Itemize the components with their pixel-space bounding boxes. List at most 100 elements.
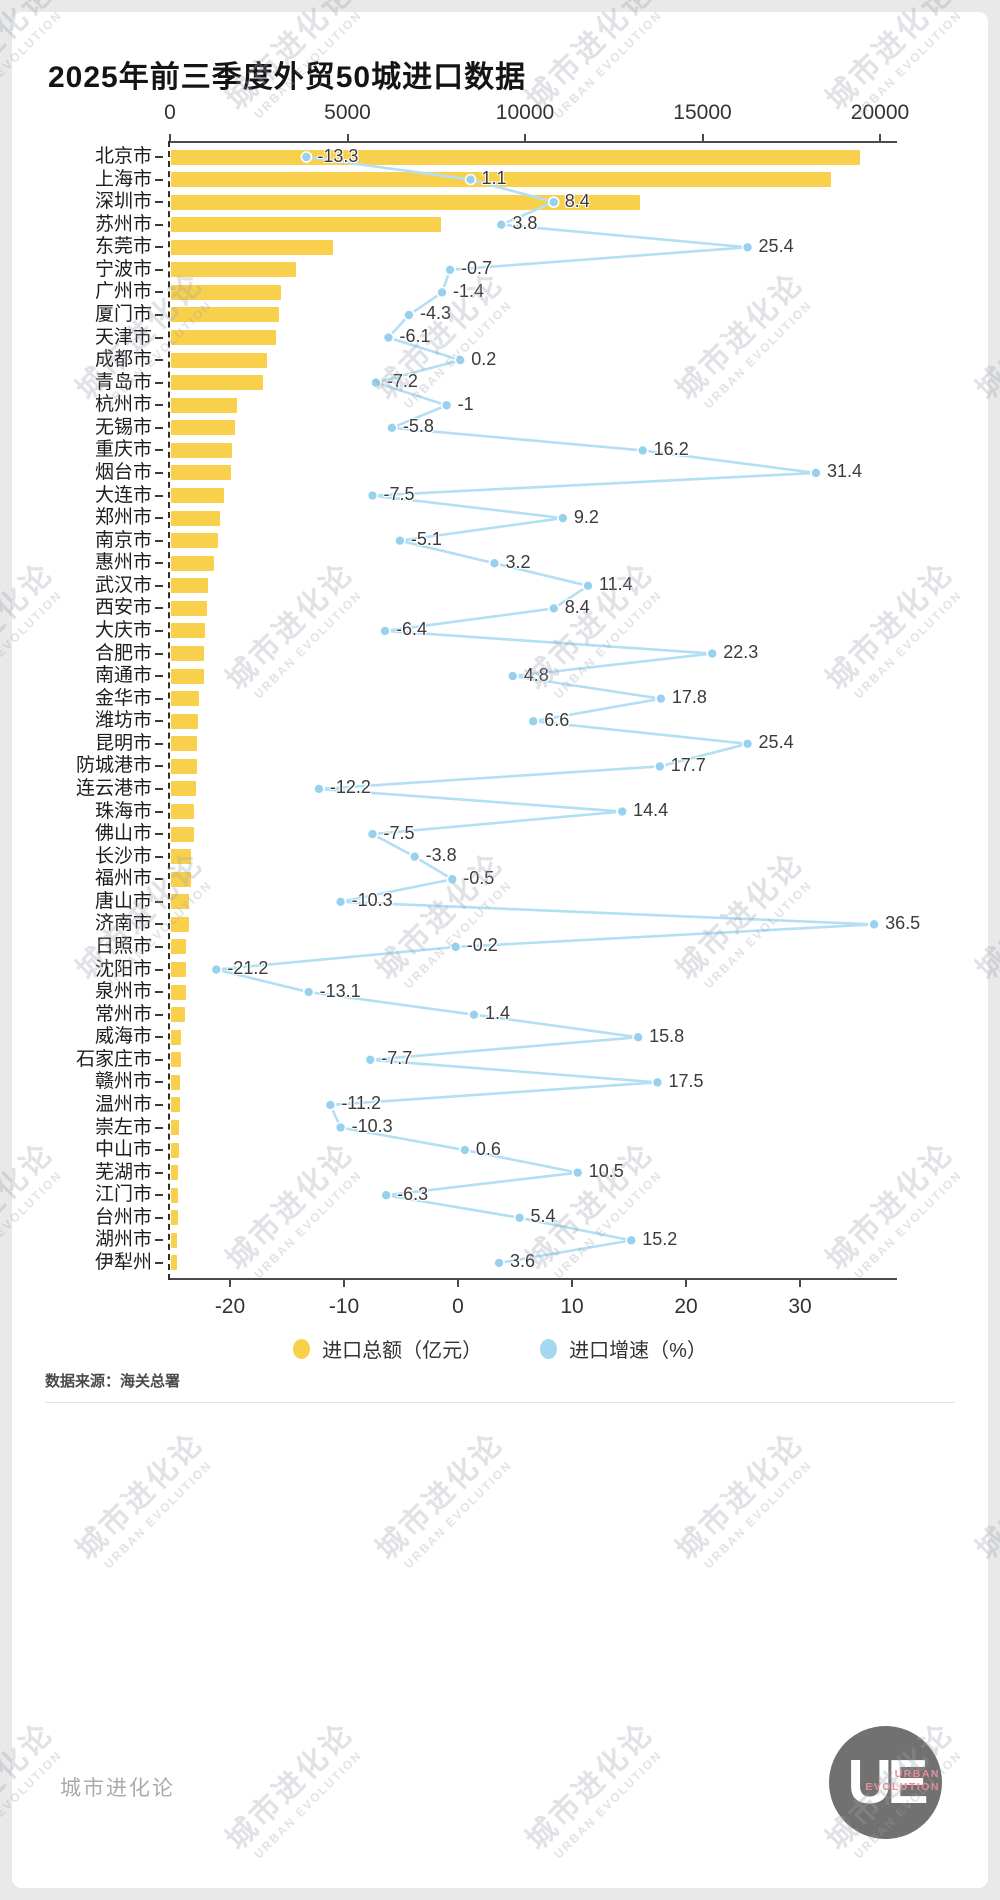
bar-import-total bbox=[171, 442, 233, 458]
urban-evolution-logo: UE URBAN EVOLUTION bbox=[829, 1726, 942, 1839]
growth-point bbox=[868, 918, 880, 931]
growth-point bbox=[449, 941, 462, 953]
bottom-axis-tick bbox=[229, 1280, 231, 1287]
growth-value-label: 17.5 bbox=[668, 1070, 704, 1091]
growth-value-label: -13.1 bbox=[319, 980, 361, 1001]
city-label: 广州市 bbox=[94, 281, 152, 303]
bottom-axis-tick-label: 30 bbox=[788, 1295, 812, 1318]
growth-value-label: 3.2 bbox=[505, 551, 531, 572]
growth-point bbox=[446, 873, 459, 886]
city-label: 昆明市 bbox=[94, 732, 152, 754]
growth-point bbox=[459, 1144, 471, 1156]
bar-import-total bbox=[171, 1074, 180, 1090]
growth-value-label: 9.2 bbox=[573, 506, 599, 527]
growth-point bbox=[210, 963, 223, 976]
city-label: 杭州市 bbox=[94, 394, 152, 416]
growth-value-label: -3.8 bbox=[425, 845, 457, 866]
growth-value-label: -7.5 bbox=[383, 822, 415, 843]
bar-import-total bbox=[171, 623, 206, 639]
city-label: 东莞市 bbox=[94, 236, 152, 258]
growth-value-label: 6.6 bbox=[544, 709, 570, 730]
growth-value-label: 25.4 bbox=[758, 235, 794, 256]
bar-import-total bbox=[171, 871, 191, 887]
growth-value-label: 17.7 bbox=[670, 754, 706, 775]
top-axis-tick-label: 0 bbox=[164, 101, 176, 124]
bar-import-total bbox=[171, 239, 333, 255]
city-label: 西安市 bbox=[94, 597, 152, 619]
logo-monogram: UE bbox=[847, 1748, 928, 1817]
y-axis-tick bbox=[155, 449, 163, 452]
growth-value-label: -7.5 bbox=[383, 484, 415, 505]
growth-value-label: 4.8 bbox=[523, 664, 549, 685]
growth-value-label: -4.3 bbox=[419, 303, 451, 324]
y-axis-tick bbox=[155, 404, 163, 407]
city-label: 北京市 bbox=[94, 146, 152, 167]
bar-import-total bbox=[171, 1142, 179, 1158]
y-axis-tick bbox=[155, 246, 163, 249]
bottom-axis-line bbox=[170, 1278, 897, 1280]
growth-point bbox=[364, 1053, 377, 1066]
bottom-axis-tick bbox=[457, 1280, 459, 1287]
bar-import-total bbox=[171, 646, 205, 662]
bar-import-total bbox=[171, 916, 190, 932]
y-axis-tick bbox=[155, 562, 163, 565]
growth-point bbox=[557, 512, 569, 524]
city-label: 芜湖市 bbox=[94, 1161, 152, 1183]
top-axis-tick bbox=[701, 134, 704, 141]
city-label: 大庆市 bbox=[94, 619, 152, 641]
growth-value-label: -10.3 bbox=[351, 1116, 393, 1136]
growth-point bbox=[625, 1234, 638, 1247]
bar-import-total bbox=[171, 736, 198, 752]
bar-import-total bbox=[171, 758, 197, 774]
growth-point bbox=[632, 1031, 644, 1044]
growth-value-label: 25.4 bbox=[758, 732, 794, 753]
y-axis-tick bbox=[155, 810, 163, 813]
y-axis-tick bbox=[155, 539, 163, 542]
city-label: 石家庄市 bbox=[75, 1048, 152, 1070]
city-label: 深圳市 bbox=[94, 191, 152, 213]
bottom-axis-tick-label: -10 bbox=[328, 1295, 360, 1318]
growth-value-label: 36.5 bbox=[885, 912, 921, 933]
bar-import-total bbox=[171, 352, 267, 368]
city-label: 唐山市 bbox=[94, 890, 152, 912]
bar-import-total bbox=[171, 668, 204, 684]
top-axis-line bbox=[170, 141, 897, 143]
y-axis-tick bbox=[155, 1239, 163, 1242]
bottom-axis-tick-label: 10 bbox=[560, 1295, 584, 1318]
growth-point bbox=[440, 399, 453, 412]
bar-import-total bbox=[171, 533, 218, 549]
y-axis-tick bbox=[155, 765, 163, 768]
city-label: 天津市 bbox=[94, 326, 152, 348]
legend-label: 进口总额（亿元） bbox=[322, 1340, 483, 1362]
growth-value-label: 11.4 bbox=[598, 574, 633, 595]
bottom-axis-tick bbox=[571, 1280, 573, 1287]
growth-point bbox=[403, 309, 415, 321]
growth-point bbox=[444, 264, 456, 276]
city-label: 佛山市 bbox=[94, 823, 152, 845]
bar-import-total bbox=[171, 1210, 178, 1226]
y-axis-tick bbox=[155, 1036, 163, 1039]
y-axis-tick bbox=[155, 833, 163, 836]
growth-point bbox=[513, 1211, 526, 1224]
legend: 进口总额（亿元） 进口增速（%） bbox=[12, 1334, 988, 1363]
bar-import-total bbox=[171, 578, 208, 594]
city-label: 宁波市 bbox=[94, 258, 152, 280]
growth-value-label: 31.4 bbox=[826, 461, 862, 482]
chart-card: 2025年前三季度外贸50城进口数据 0 5000 10000 15000 20000 -… bbox=[12, 12, 988, 1888]
bottom-axis-tick-label: 20 bbox=[674, 1295, 698, 1318]
growth-value-label: -0.5 bbox=[463, 867, 495, 888]
city-label: 沈阳市 bbox=[94, 958, 152, 980]
city-label: 江门市 bbox=[94, 1184, 152, 1206]
growth-value-label: -6.1 bbox=[399, 326, 431, 347]
city-label: 合肥市 bbox=[94, 642, 152, 664]
city-label: 南通市 bbox=[94, 665, 152, 687]
growth-value-label: -10.3 bbox=[351, 890, 393, 911]
growth-point bbox=[302, 986, 315, 998]
growth-value-label: -7.2 bbox=[386, 371, 418, 392]
bottom-axis-tick bbox=[343, 1280, 345, 1287]
bar-import-total bbox=[171, 1120, 180, 1135]
bar-import-total bbox=[171, 1187, 179, 1203]
bar-import-total bbox=[171, 1097, 180, 1113]
growth-point bbox=[313, 783, 325, 795]
